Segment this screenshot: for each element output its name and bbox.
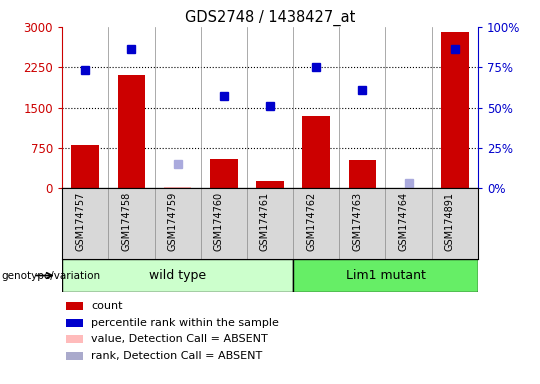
Bar bbox=[66, 336, 83, 343]
Text: rank, Detection Call = ABSENT: rank, Detection Call = ABSENT bbox=[91, 351, 262, 361]
Bar bbox=[210, 159, 238, 188]
Text: Lim1 mutant: Lim1 mutant bbox=[346, 269, 426, 282]
Bar bbox=[71, 145, 99, 188]
Text: genotype/variation: genotype/variation bbox=[1, 270, 100, 281]
Text: GSM174757: GSM174757 bbox=[75, 192, 85, 251]
Text: count: count bbox=[91, 301, 123, 311]
Bar bbox=[66, 302, 83, 310]
Bar bbox=[302, 116, 330, 188]
Text: GSM174891: GSM174891 bbox=[445, 192, 455, 251]
Text: GSM174763: GSM174763 bbox=[353, 192, 362, 251]
Text: GSM174759: GSM174759 bbox=[167, 192, 178, 251]
Bar bbox=[293, 259, 478, 292]
Text: GDS2748 / 1438427_at: GDS2748 / 1438427_at bbox=[185, 10, 355, 26]
Text: percentile rank within the sample: percentile rank within the sample bbox=[91, 318, 279, 328]
Text: GSM174761: GSM174761 bbox=[260, 192, 270, 251]
Text: GSM174760: GSM174760 bbox=[214, 192, 224, 251]
Text: wild type: wild type bbox=[149, 269, 206, 282]
Text: value, Detection Call = ABSENT: value, Detection Call = ABSENT bbox=[91, 334, 268, 344]
Text: GSM174764: GSM174764 bbox=[399, 192, 409, 251]
Bar bbox=[164, 187, 192, 188]
Bar bbox=[441, 32, 469, 188]
Bar bbox=[256, 181, 284, 188]
Bar bbox=[118, 75, 145, 188]
Text: GSM174758: GSM174758 bbox=[122, 192, 131, 251]
Text: GSM174762: GSM174762 bbox=[306, 192, 316, 251]
Bar bbox=[62, 259, 293, 292]
Bar bbox=[66, 352, 83, 360]
Bar bbox=[66, 319, 83, 327]
Bar bbox=[348, 160, 376, 188]
